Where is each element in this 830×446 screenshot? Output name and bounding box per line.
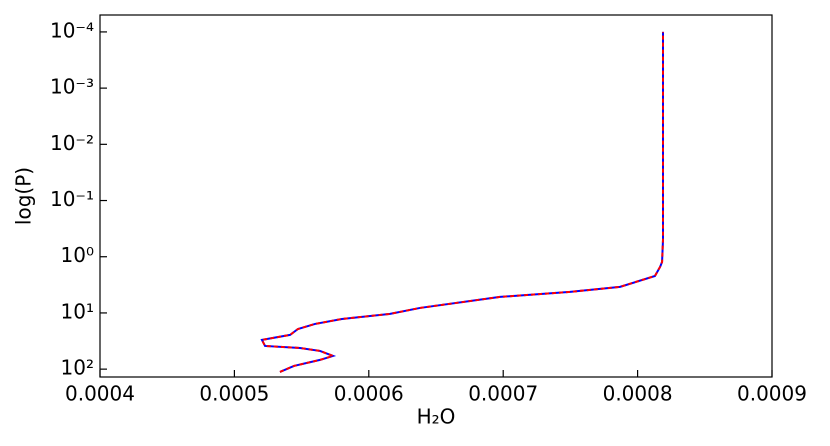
x-tick-label: 0.0005 [199, 382, 269, 406]
x-tick-label: 0.0009 [737, 382, 807, 406]
plot-frame [99, 14, 773, 378]
y-tick-label: 10⁻³ [50, 75, 94, 99]
y-tick-label: 10⁰ [61, 243, 94, 267]
x-axis-label: H₂O [417, 405, 456, 429]
y-tick-label: 10⁻¹ [50, 187, 94, 211]
y-tick-label: 10² [61, 356, 94, 380]
x-tick-label: 0.0006 [334, 382, 404, 406]
data-line [260, 31, 664, 373]
y-tick-label: 10⁻² [50, 131, 94, 155]
x-tick-label: 0.0008 [603, 382, 673, 406]
y-axis-label: log(P) [12, 167, 36, 225]
data-line [260, 31, 664, 373]
y-tick-label: 10⁻⁴ [50, 18, 94, 42]
x-tick-label: 0.0004 [65, 382, 135, 406]
y-tick-label: 10¹ [61, 299, 94, 323]
x-tick-label: 0.0007 [468, 382, 538, 406]
